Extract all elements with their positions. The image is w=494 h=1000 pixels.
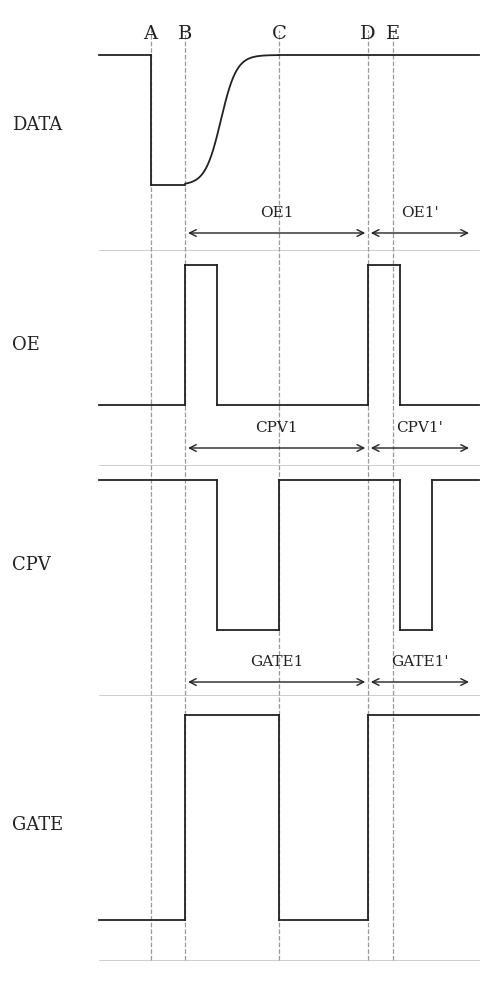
Text: E: E	[386, 25, 400, 43]
Text: C: C	[272, 25, 287, 43]
Text: GATE1': GATE1'	[391, 655, 449, 669]
Text: CPV: CPV	[12, 556, 51, 574]
Text: GATE1: GATE1	[250, 655, 303, 669]
Text: CPV1': CPV1'	[397, 421, 443, 435]
Text: OE1: OE1	[260, 206, 293, 220]
Text: DATA: DATA	[12, 116, 63, 134]
Text: OE: OE	[12, 336, 40, 354]
Text: GATE: GATE	[12, 816, 64, 834]
Text: CPV1: CPV1	[255, 421, 298, 435]
Text: A: A	[144, 25, 158, 43]
Text: D: D	[360, 25, 376, 43]
Text: OE1': OE1'	[401, 206, 439, 220]
Text: B: B	[178, 25, 193, 43]
